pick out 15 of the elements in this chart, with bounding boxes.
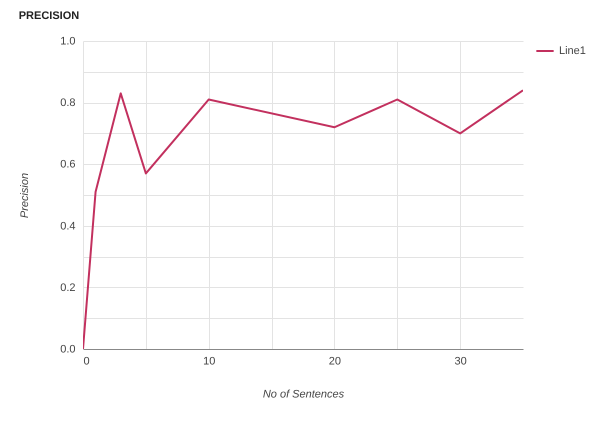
y-tick-label: 0.2: [60, 282, 76, 294]
y-axis-title: Precision: [19, 172, 32, 218]
x-axis-title: No of Sentences: [262, 388, 345, 400]
legend-label: Line1: [559, 45, 586, 57]
x-tick-label: 10: [203, 356, 216, 368]
x-tick-label: 30: [454, 356, 467, 368]
y-tick-label: 0.0: [60, 344, 76, 356]
y-tick-label: 1.0: [60, 36, 76, 48]
y-tick-label: 0.8: [60, 97, 76, 110]
x-tick-label: 20: [328, 356, 342, 368]
y-tick-label: 0.4: [60, 220, 76, 232]
chart-title: PRECISION: [18, 10, 80, 22]
line-series: [83, 89, 523, 349]
x-tick-label: 0: [84, 356, 90, 368]
y-tick-label: 0.6: [60, 158, 76, 171]
